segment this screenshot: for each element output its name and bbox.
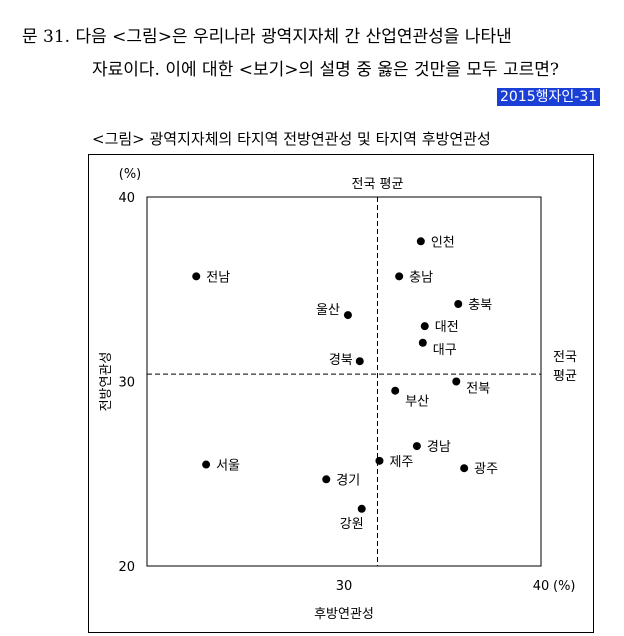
question-line-2: 자료이다. 이에 대한 <보기>의 설명 중 옳은 것만을 모두 고르면? (92, 60, 559, 80)
point-label-충남: 충남 (409, 270, 433, 285)
point-label-충북: 충북 (468, 298, 492, 313)
x-tick-40: 40 (533, 579, 550, 594)
point-서울 (202, 460, 211, 469)
y-tick-40: 40 (118, 191, 135, 206)
point-전남 (192, 272, 201, 281)
point-충북 (454, 300, 463, 309)
point-경기 (322, 475, 331, 484)
figure-title: <그림> 광역지자체의 타지역 전방연관성 및 타지역 후방연관성 (92, 130, 491, 148)
y-unit-label: (%) (119, 167, 142, 182)
x-axis-label: 후방연관성 (314, 607, 374, 622)
figure-frame (88, 154, 594, 633)
question-line-1: 문 31. 다음 <그림>은 우리나라 광역지자체 간 산업연관성을 나타낸 (22, 27, 512, 47)
point-경북 (355, 357, 364, 366)
y-axis-label: 전방연관성 (99, 352, 114, 412)
point-강원 (357, 504, 366, 513)
point-label-제주: 제주 (389, 455, 413, 470)
point-label-광주: 광주 (474, 462, 498, 477)
point-label-울산: 울산 (316, 303, 340, 318)
point-label-경북: 경북 (329, 353, 353, 368)
x-unit-label: (%) (553, 579, 576, 594)
y-mean-label-line2: 평균 (553, 369, 577, 384)
point-label-대전: 대전 (435, 320, 459, 335)
y-tick-20: 20 (118, 560, 135, 575)
point-경남 (412, 442, 421, 451)
point-울산 (343, 311, 352, 320)
tick-labels: 20 30 40 30 40 (118, 191, 549, 594)
point-label-인천: 인천 (431, 235, 455, 250)
x-mean-label: 전국 평균 (351, 177, 403, 192)
y-mean-label-line1: 전국 (553, 350, 577, 365)
point-label-경남: 경남 (427, 440, 451, 455)
point-label-서울: 서울 (216, 459, 240, 474)
point-label-대구: 대구 (433, 343, 457, 358)
point-전북 (452, 377, 461, 386)
point-label-전북: 전북 (466, 382, 490, 397)
point-광주 (460, 464, 469, 473)
point-label-부산: 부산 (405, 395, 429, 410)
point-label-경기: 경기 (336, 473, 360, 488)
point-label-전남: 전남 (206, 270, 230, 285)
point-충남 (395, 272, 404, 281)
point-대구 (418, 338, 427, 347)
point-대전 (420, 322, 429, 331)
x-tick-30: 30 (336, 579, 353, 594)
point-부산 (391, 386, 400, 395)
point-인천 (416, 237, 425, 246)
point-제주 (375, 456, 384, 465)
source-tag: 2015행자인-31 (497, 88, 601, 106)
y-tick-30: 30 (118, 376, 135, 391)
plot-area (146, 196, 542, 567)
point-label-강원: 강원 (340, 517, 364, 532)
